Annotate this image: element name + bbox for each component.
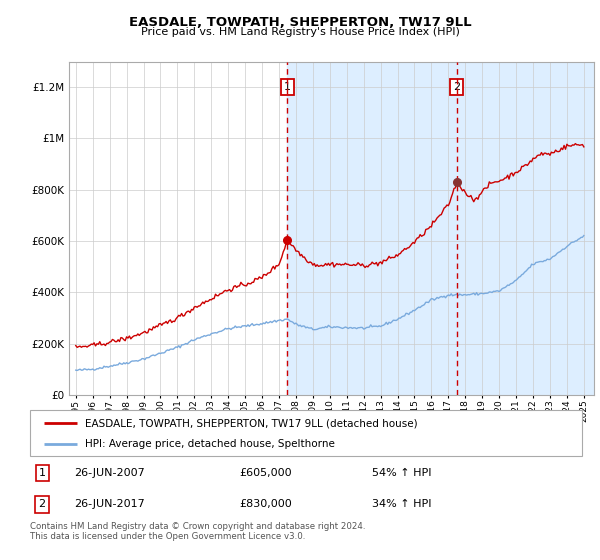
Text: 1: 1 (284, 82, 291, 92)
FancyBboxPatch shape (30, 410, 582, 456)
Text: 26-JUN-2017: 26-JUN-2017 (74, 500, 145, 510)
Text: 1: 1 (38, 468, 46, 478)
Text: 54% ↑ HPI: 54% ↑ HPI (372, 468, 432, 478)
Text: £605,000: £605,000 (240, 468, 292, 478)
Text: 26-JUN-2007: 26-JUN-2007 (74, 468, 145, 478)
Text: Contains HM Land Registry data © Crown copyright and database right 2024.
This d: Contains HM Land Registry data © Crown c… (30, 522, 365, 542)
Text: Price paid vs. HM Land Registry's House Price Index (HPI): Price paid vs. HM Land Registry's House … (140, 27, 460, 37)
Text: 2: 2 (38, 500, 46, 510)
Text: EASDALE, TOWPATH, SHEPPERTON, TW17 9LL: EASDALE, TOWPATH, SHEPPERTON, TW17 9LL (128, 16, 472, 29)
Text: 2: 2 (453, 82, 460, 92)
Bar (287, 62, 594, 395)
Text: £830,000: £830,000 (240, 500, 293, 510)
Text: EASDALE, TOWPATH, SHEPPERTON, TW17 9LL (detached house): EASDALE, TOWPATH, SHEPPERTON, TW17 9LL (… (85, 418, 418, 428)
Text: 34% ↑ HPI: 34% ↑ HPI (372, 500, 432, 510)
Text: HPI: Average price, detached house, Spelthorne: HPI: Average price, detached house, Spel… (85, 438, 335, 449)
